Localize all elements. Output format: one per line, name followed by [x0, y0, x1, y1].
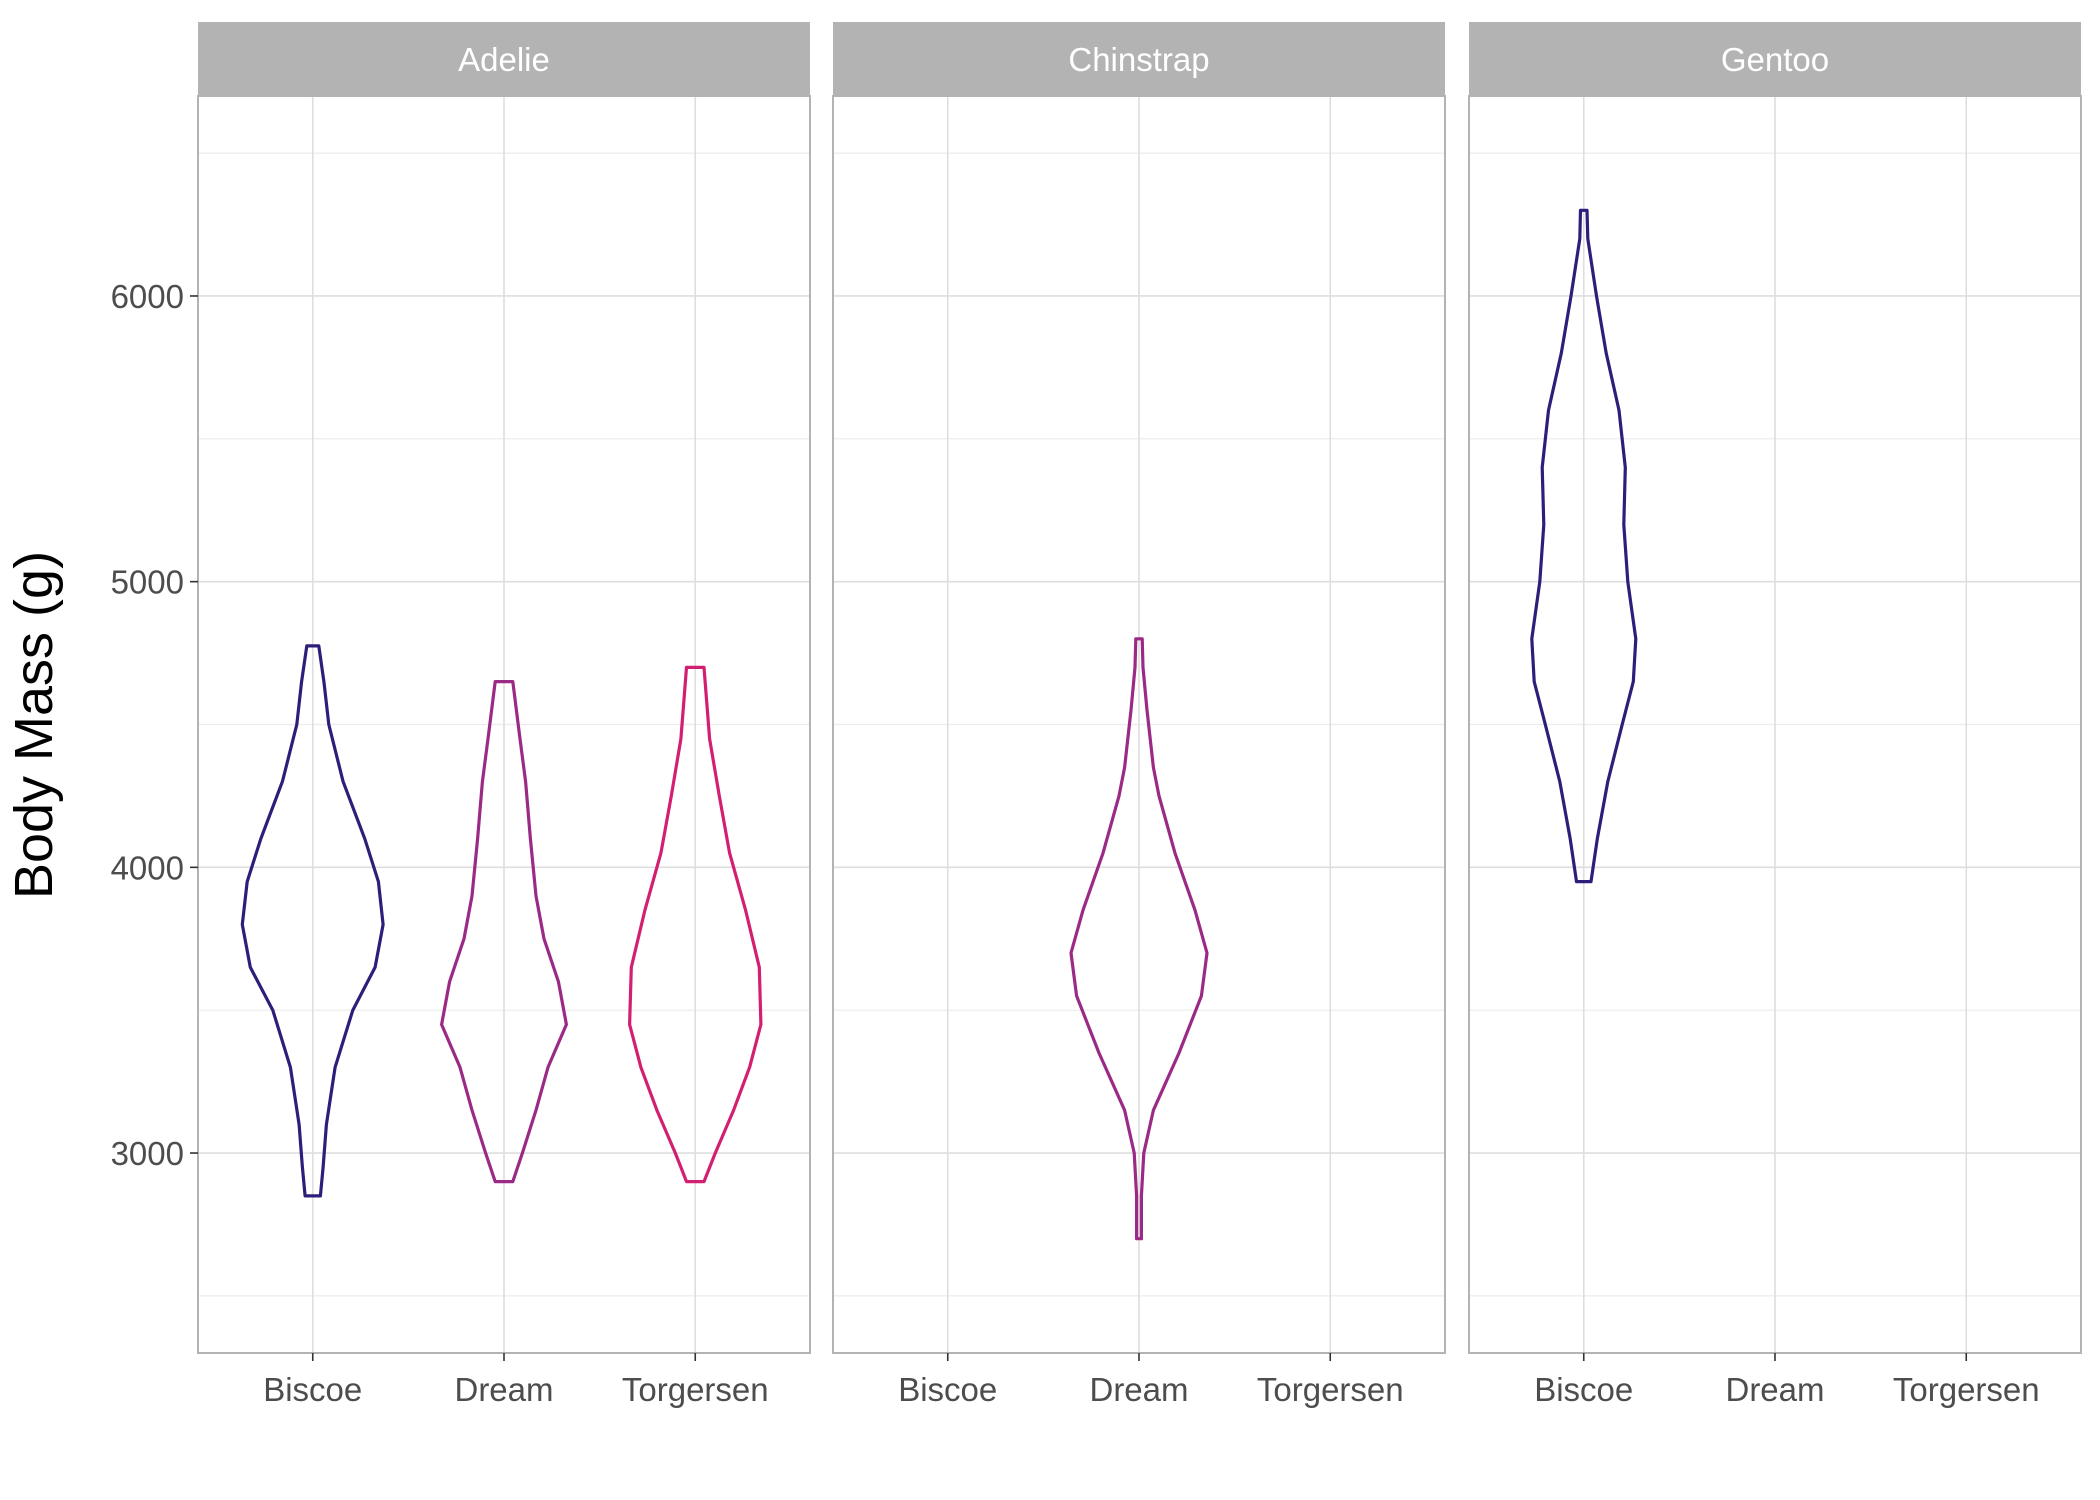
facet-panels: Adelie Biscoe Dream Torgersen 3000 4000 5000 60… [111, 22, 2082, 1408]
facet-label: Gentoo [1721, 41, 1829, 78]
x-tick-label: Biscoe [263, 1371, 362, 1408]
y-tick-label: 4000 [111, 849, 184, 886]
facet-strip [833, 22, 1445, 96]
facet-label: Adelie [458, 41, 550, 78]
violin-adelie-biscoe [240, 644, 385, 1198]
x-tick-label: Torgersen [622, 1371, 769, 1408]
x-tick-label: Torgersen [1257, 1371, 1404, 1408]
facet-strip [1469, 22, 2081, 96]
violin-gentoo-biscoe [1530, 208, 1638, 884]
x-tick-label: Dream [454, 1371, 553, 1408]
y-tick-label: 5000 [111, 564, 184, 601]
x-tick-label: Dream [1089, 1371, 1188, 1408]
facet-adelie: Adelie Biscoe Dream Torgersen 3000 4000 5000 60… [111, 22, 811, 1408]
x-tick-label: Biscoe [1534, 1371, 1633, 1408]
y-tick-label: 6000 [111, 278, 184, 315]
x-tick-label: Torgersen [1893, 1371, 2040, 1408]
violin-adelie-torgersen [628, 665, 763, 1184]
x-tick-label: Biscoe [898, 1371, 997, 1408]
x-tick-label: Dream [1725, 1371, 1824, 1408]
y-tick-label: 3000 [111, 1135, 184, 1172]
facet-gentoo: Gentoo Biscoe Dream Torgersen [1468, 22, 2082, 1408]
facet-strip [198, 22, 810, 96]
facet-label: Chinstrap [1068, 41, 1209, 78]
violin-chinstrap-dream [1069, 637, 1209, 1241]
violin-adelie-dream [440, 680, 568, 1184]
y-axis-title: Body Mass (g) [4, 551, 64, 899]
facet-chinstrap: Chinstrap Biscoe Dream Torgersen [832, 22, 1446, 1408]
